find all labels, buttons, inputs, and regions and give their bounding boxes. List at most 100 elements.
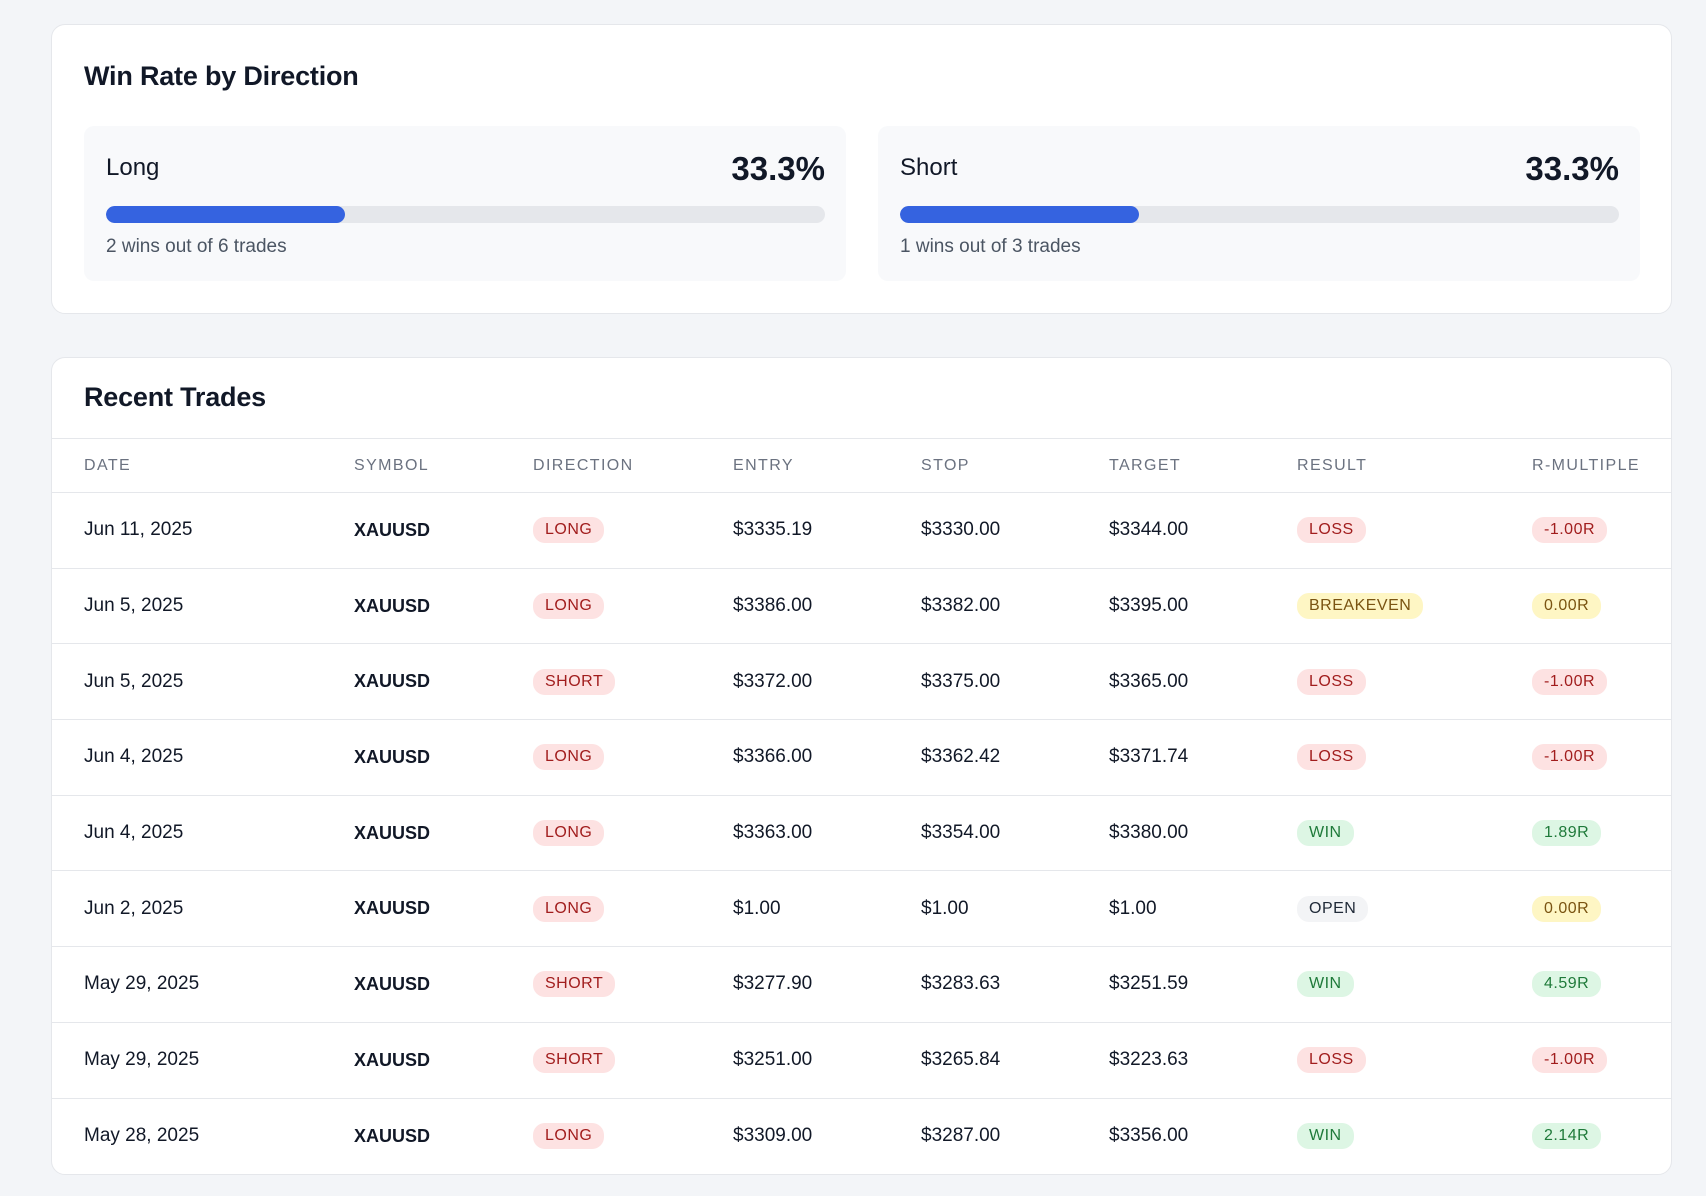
table-row[interactable]: Jun 4, 2025 XAUUSD LONG $3366.00 $3362.42 $33… — [52, 719, 1671, 796]
target-cell: $3371.74 — [1109, 719, 1297, 796]
direction-badge: LONG — [533, 820, 605, 847]
direction-cell: SHORT — [533, 643, 733, 721]
result-cell: LOSS — [1297, 492, 1532, 569]
result-badge: OPEN — [1297, 895, 1369, 922]
result-badge: LOSS — [1297, 517, 1366, 544]
table-row[interactable]: Jun 5, 2025 XAUUSD SHORT $3372.00 $3375.00 $3… — [52, 643, 1671, 721]
r-multiple-badge: -1.00R — [1532, 517, 1608, 544]
entry-cell: $3335.19 — [733, 492, 921, 569]
direction-cell: LONG — [533, 492, 733, 569]
result-badge: WIN — [1297, 820, 1354, 847]
table-row[interactable]: Jun 11, 2025 XAUUSD LONG $3335.19 $3330.00 $3… — [52, 492, 1671, 569]
r-multiple-cell: 2.14R — [1532, 1098, 1671, 1174]
direction-badge: LONG — [533, 895, 605, 922]
result-badge: WIN — [1297, 1123, 1354, 1150]
result-badge: BREAKEVEN — [1297, 593, 1424, 620]
column-header-target[interactable]: TARGET — [1109, 438, 1297, 493]
r-multiple-cell: -1.00R — [1532, 643, 1671, 721]
r-multiple-cell: 0.00R — [1532, 568, 1671, 645]
column-header-entry[interactable]: ENTRY — [733, 438, 921, 493]
r-multiple-badge: -1.00R — [1532, 1047, 1608, 1074]
target-cell: $3223.63 — [1109, 1022, 1297, 1099]
target-cell: $1.00 — [1109, 870, 1297, 948]
symbol-cell: XAUUSD — [354, 643, 533, 721]
result-cell: LOSS — [1297, 643, 1532, 721]
recent-trades-title: Recent Trades — [84, 382, 266, 412]
symbol-cell: XAUUSD — [354, 870, 533, 948]
r-multiple-cell: 0.00R — [1532, 870, 1671, 948]
direction-badge: LONG — [533, 744, 605, 771]
direction-cell: SHORT — [533, 1022, 733, 1099]
column-header-result[interactable]: RESULT — [1297, 438, 1532, 493]
r-multiple-cell: -1.00R — [1532, 719, 1671, 796]
date-cell: Jun 4, 2025 — [52, 795, 354, 872]
short-win-rate-panel: Short 33.3% 1 wins out of 3 trades — [878, 126, 1640, 281]
trades-table: DATE SYMBOL DIRECTION ENTRY STOP TARGET … — [52, 438, 1671, 1174]
table-row[interactable]: Jun 5, 2025 XAUUSD LONG $3386.00 $3382.00 $33… — [52, 568, 1671, 645]
date-cell: May 29, 2025 — [52, 1022, 354, 1099]
r-multiple-badge: 4.59R — [1532, 971, 1602, 998]
stop-cell: $3354.00 — [921, 795, 1109, 872]
result-cell: BREAKEVEN — [1297, 568, 1532, 645]
target-cell: $3380.00 — [1109, 795, 1297, 872]
win-rate-title: Win Rate by Direction — [84, 61, 359, 91]
recent-trades-card: Recent Trades DATE SYMBOL DIRECTION ENTR… — [51, 357, 1672, 1175]
symbol-cell: XAUUSD — [354, 946, 533, 1023]
direction-cell: LONG — [533, 568, 733, 645]
symbol-cell: XAUUSD — [354, 795, 533, 872]
table-row[interactable]: May 29, 2025 XAUUSD SHORT $3251.00 $3265.84 $… — [52, 1022, 1671, 1099]
column-header-date[interactable]: DATE — [52, 438, 354, 493]
r-multiple-cell: 1.89R — [1532, 795, 1671, 872]
symbol-cell: XAUUSD — [354, 1022, 533, 1099]
result-cell: LOSS — [1297, 719, 1532, 796]
direction-badge: LONG — [533, 1123, 605, 1150]
date-cell: Jun 2, 2025 — [52, 870, 354, 948]
long-win-rate-panel: Long 33.3% 2 wins out of 6 trades — [84, 126, 846, 281]
table-row[interactable]: Jun 2, 2025 XAUUSD LONG $1.00 $1.00 $1.00 OPEN… — [52, 870, 1671, 948]
table-row[interactable]: May 29, 2025 XAUUSD SHORT $3277.90 $3283.63 $… — [52, 946, 1671, 1023]
stop-cell: $1.00 — [921, 870, 1109, 948]
result-badge: LOSS — [1297, 1047, 1366, 1074]
r-multiple-badge: 2.14R — [1532, 1123, 1602, 1150]
r-multiple-badge: -1.00R — [1532, 668, 1608, 695]
short-label: Short — [900, 154, 958, 181]
direction-cell: LONG — [533, 870, 733, 948]
column-header-stop[interactable]: STOP — [921, 438, 1109, 493]
win-rate-card: Win Rate by Direction Long 33.3% 2 wins … — [51, 24, 1672, 314]
direction-badge: LONG — [533, 593, 605, 620]
short-win-rate-value: 33.3% — [1525, 150, 1619, 187]
short-summary: 1 wins out of 3 trades — [900, 236, 1081, 257]
long-summary: 2 wins out of 6 trades — [106, 236, 287, 257]
date-cell: Jun 5, 2025 — [52, 643, 354, 721]
table-row[interactable]: Jun 4, 2025 XAUUSD LONG $3363.00 $3354.00 $33… — [52, 795, 1671, 872]
result-cell: WIN — [1297, 795, 1532, 872]
direction-cell: LONG — [533, 1098, 733, 1174]
direction-badge: SHORT — [533, 1047, 616, 1074]
column-header-direction[interactable]: DIRECTION — [533, 438, 733, 493]
target-cell: $3395.00 — [1109, 568, 1297, 645]
column-header-symbol[interactable]: SYMBOL — [354, 438, 533, 493]
target-cell: $3356.00 — [1109, 1125, 1189, 1147]
stop-cell: $3382.00 — [921, 568, 1109, 645]
date-cell: Jun 11, 2025 — [52, 492, 354, 569]
stop-cell: $3362.42 — [921, 719, 1109, 796]
entry-cell: $3366.00 — [733, 719, 921, 796]
column-header-r-multiple[interactable]: R-MULTIPLE — [1532, 438, 1671, 493]
long-progress-track — [106, 206, 825, 223]
entry-cell: $3277.90 — [733, 946, 921, 1023]
short-progress-track — [900, 206, 1619, 223]
stop-cell: $3330.00 — [921, 492, 1109, 569]
result-cell: LOSS — [1297, 1022, 1532, 1099]
entry-cell: $3251.00 — [733, 1022, 921, 1099]
direction-cell: LONG — [533, 795, 733, 872]
entry-cell: $3363.00 — [733, 795, 921, 872]
r-multiple-cell: 4.59R — [1532, 946, 1671, 1023]
entry-cell: $1.00 — [733, 870, 921, 948]
entry-cell: $3372.00 — [733, 643, 921, 721]
stop-cell: $3287.00 — [921, 1125, 1001, 1147]
result-badge: WIN — [1297, 971, 1354, 998]
target-cell: $3251.59 — [1109, 946, 1297, 1023]
date-cell: May 29, 2025 — [52, 946, 354, 1023]
table-row[interactable]: May 28, 2025 XAUUSD LONG $3309.00 $3287.00 $3… — [52, 1098, 1671, 1174]
direction-cell: LONG — [533, 719, 733, 796]
